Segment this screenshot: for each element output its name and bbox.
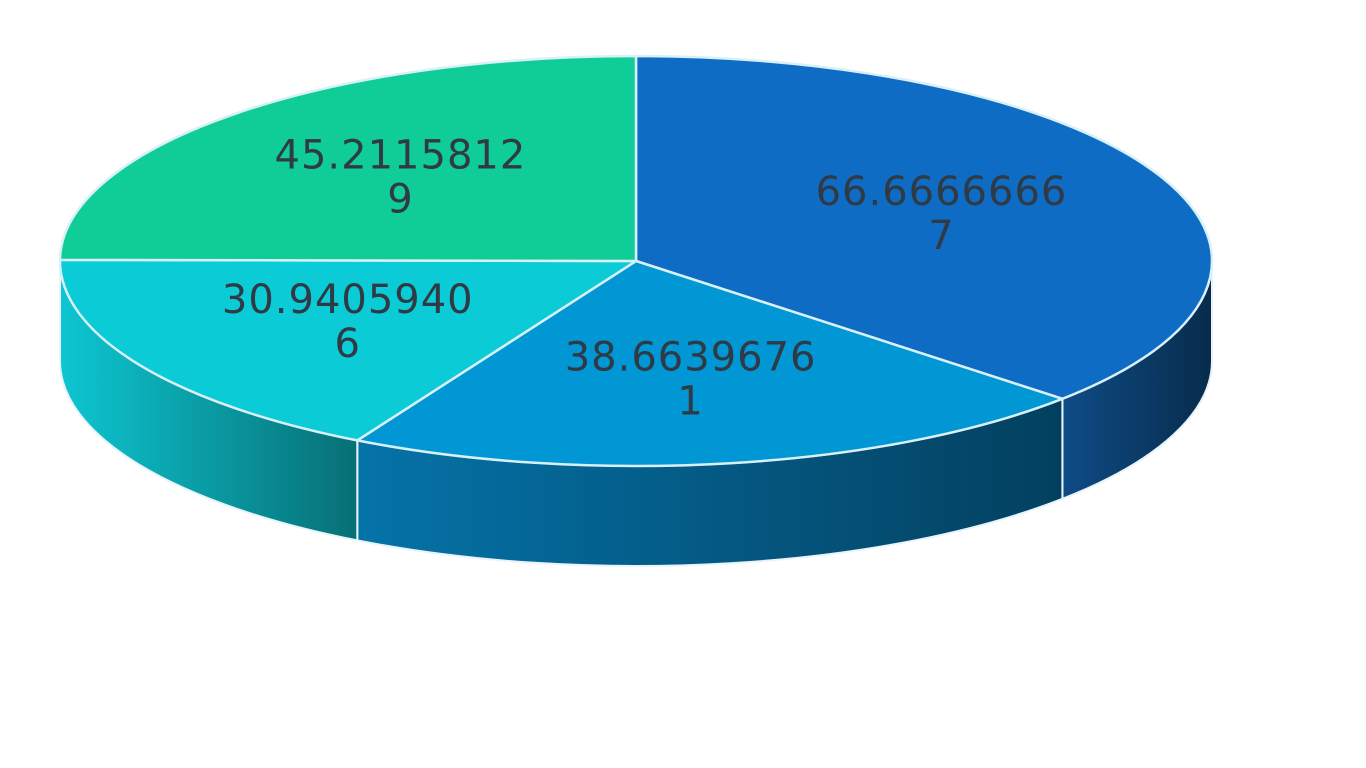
pie-tops	[58, 54, 1214, 468]
pie-slice-1[interactable]	[356, 259, 1064, 468]
pie-slice-2[interactable]	[58, 258, 638, 442]
slice-data-label: 38.6639676 1	[565, 334, 817, 424]
pie-slice-3[interactable]	[58, 54, 638, 263]
slice-data-label: 45.2115812 9	[275, 133, 527, 223]
pie-slice-0[interactable]	[634, 54, 1214, 401]
pie-labels: 66.6666666 7 38.6639676 1 30.9405940 6 45.2115…	[222, 133, 1068, 425]
slice-data-label: 66.6666666 7	[816, 169, 1068, 259]
slice-data-label: 30.9405940 6	[222, 277, 474, 367]
